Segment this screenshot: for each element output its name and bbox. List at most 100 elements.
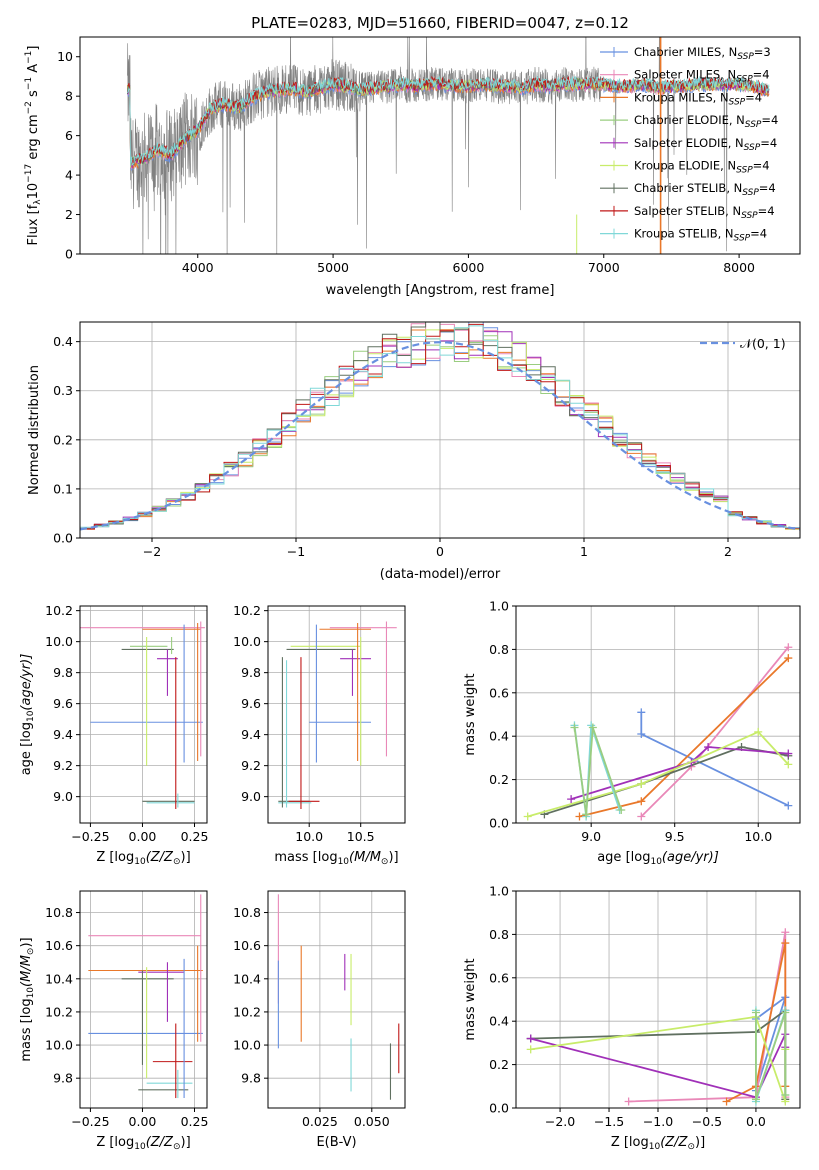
weight-line	[573, 727, 623, 815]
x-axis-label: wavelength [Angstrom, rest frame]	[326, 283, 555, 298]
axes-frame	[79, 605, 208, 824]
axes-frame	[267, 890, 406, 1109]
y-tick-label: 4	[65, 168, 73, 183]
y-tick-label: 9.4	[241, 727, 261, 742]
weight-line	[640, 646, 789, 818]
x-tick-label: 5000	[317, 260, 349, 275]
weight-line	[570, 746, 789, 800]
x-axis-label: (data-model)/error	[380, 567, 501, 582]
y-tick-label: 10.2	[45, 1004, 73, 1019]
y-tick-label: 2	[65, 207, 73, 222]
x-tick-label: 1	[580, 544, 588, 559]
x-tick-label: 10.0	[744, 829, 772, 844]
weight-point	[781, 939, 790, 948]
x-tick-label: 9.5	[665, 829, 685, 844]
y-tick-label: 0.0	[489, 816, 509, 831]
weight-point	[781, 1090, 790, 1099]
x-tick-label: 0.25	[181, 1114, 209, 1129]
y-tick-label: 0.8	[489, 642, 509, 657]
x-tick-label: 10.0	[295, 829, 323, 844]
chart-weight-vs-age: 9.0 9.5 10.0 0.0 0.2 0.4 0.6 0.8 1.0 age [log10(a…	[463, 599, 801, 867]
weight-point	[624, 1097, 633, 1106]
weight-point	[582, 810, 591, 819]
y-tick-label: 0.2	[489, 772, 509, 787]
x-tick-label: 0.25	[181, 829, 209, 844]
plot-area	[278, 621, 397, 810]
y-tick-label: 9.0	[53, 789, 73, 804]
x-tick-label: 4000	[182, 260, 214, 275]
x-tick-label: 0.0	[746, 1114, 766, 1129]
plot-area	[88, 894, 203, 1099]
weight-point	[637, 730, 646, 739]
chart-mass-vs-EBV: 0.025 0.050 9.8 10.0 10.2 10.4 10.6 10.8 E(B-V)	[233, 890, 406, 1150]
chart-age-vs-mass: 10.0 10.5 9.0 9.2 9.4 9.6 9.8 10.0 10.2 mass [log…	[233, 603, 406, 867]
weight-point	[567, 795, 576, 804]
axes-frame	[79, 890, 208, 1109]
y-tick-label: 10.2	[233, 1004, 261, 1019]
y-tick-label: 10.4	[233, 971, 261, 986]
x-axis-label: Z [log10(Z/Z⊙)]	[611, 1135, 705, 1152]
x-tick-label: −0.5	[692, 1114, 722, 1129]
y-tick-label: 9.0	[241, 789, 261, 804]
x-tick-label: 0.025	[302, 1114, 338, 1129]
y-tick-label: 0.2	[53, 432, 73, 447]
plot-area	[277, 894, 400, 1100]
x-tick-label: −1	[287, 544, 305, 559]
x-tick-label: 0	[436, 544, 444, 559]
weight-point	[781, 1008, 790, 1017]
weight-point	[637, 812, 646, 821]
y-tick-label: 0.0	[53, 531, 73, 546]
weight-point	[588, 723, 597, 732]
legend-entry: Chabrier MILES, NSSP=3	[634, 45, 771, 62]
x-tick-label: −0.25	[71, 1114, 109, 1129]
axes-frame	[267, 605, 406, 824]
x-tick-label: 9.0	[581, 829, 601, 844]
y-tick-label: 1.0	[489, 599, 509, 614]
gaussian-curve	[80, 341, 800, 531]
weight-line	[527, 730, 789, 818]
weight-point	[751, 1095, 760, 1104]
legend-entry: Kroupa STELIB, NSSP=4	[634, 227, 767, 244]
x-axis-label: age [log10(age/yr)]	[597, 850, 719, 867]
x-axis-label: E(B-V)	[316, 1135, 356, 1150]
x-tick-label: −1.5	[594, 1114, 624, 1129]
weight-line	[640, 712, 789, 807]
weight-point	[575, 812, 584, 821]
legend-entry: Salpeter STELIB, NSSP=4	[634, 204, 775, 221]
x-axis-label: Z [log10(Z/Z⊙)]	[96, 850, 190, 867]
y-tick-label: 0	[65, 247, 73, 262]
chart-residuals: −2 −1 0 1 2 0.0 0.1 0.2 0.3 0.4 𝒩(0, 1) (data-model…	[27, 321, 801, 582]
y-tick-label: 9.6	[53, 696, 73, 711]
y-tick-label: 9.8	[53, 1071, 73, 1086]
y-tick-label: 0.6	[489, 970, 509, 985]
weight-point	[523, 812, 532, 821]
weight-point	[784, 760, 793, 769]
y-tick-label: 0.4	[489, 1014, 509, 1029]
weight-point	[570, 723, 579, 732]
legend-entry: Chabrier STELIB, NSSP=4	[634, 181, 776, 198]
x-tick-label: 8000	[723, 260, 755, 275]
x-tick-label: 10.5	[347, 829, 375, 844]
y-tick-label: 1.0	[489, 884, 509, 899]
y-tick-label: 10.2	[233, 603, 261, 618]
y-tick-label: 9.8	[241, 665, 261, 680]
y-axis-label: mass [log10(M/M⊙)]	[19, 937, 36, 1061]
chart-weight-vs-Z: −2.0 −1.5 −1.0 −0.5 0.0 0.0 0.2 0.4 0.6 0.8 1.0 Z […	[463, 884, 801, 1152]
weight-point	[526, 1045, 535, 1054]
y-tick-label: 8	[65, 89, 73, 104]
model-spectrum-line	[126, 77, 770, 168]
y-tick-label: 9.6	[241, 696, 261, 711]
weight-point	[754, 727, 763, 736]
y-tick-label: 10.8	[45, 905, 73, 920]
weight-point	[784, 801, 793, 810]
y-tick-label: 6	[65, 128, 73, 143]
legend-entry: Chabrier ELODIE, NSSP=4	[634, 113, 778, 130]
y-tick-label: 10.2	[45, 603, 73, 618]
weight-point	[722, 1097, 731, 1106]
y-axis-label: Normed distribution	[27, 365, 42, 495]
chart-age-vs-Z: −0.25 0.00 0.25 9.0 9.2 9.4 9.6 9.8 10.0 10.2 Z [l…	[19, 603, 208, 867]
x-tick-label: 6000	[453, 260, 485, 275]
weight-point	[637, 797, 646, 806]
y-tick-label: 10.0	[233, 634, 261, 649]
